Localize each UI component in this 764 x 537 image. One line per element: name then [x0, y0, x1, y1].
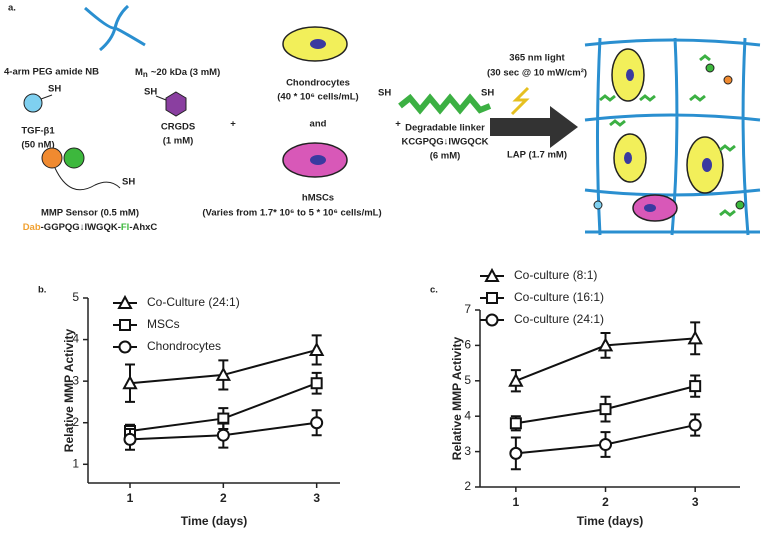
- marker: [308, 341, 325, 356]
- y-tick-label: 1: [72, 456, 79, 470]
- x-tick-label: 2: [220, 491, 227, 505]
- tgf-conc: (50 nM): [21, 140, 54, 151]
- crgds-label: CRGDS: [161, 122, 195, 133]
- marker: [689, 380, 702, 393]
- legend-label: Co-culture (16:1): [514, 290, 604, 304]
- marker: [310, 416, 324, 430]
- peptide: [54, 167, 121, 191]
- legend-label: MSCs: [147, 317, 180, 331]
- mn-label: Mn ~20 kDa (3 mM): [135, 67, 220, 80]
- linker-icon: [398, 93, 492, 115]
- y-tick-label: 5: [464, 373, 471, 387]
- x-tick-label: 3: [692, 495, 699, 509]
- marker: [508, 372, 524, 387]
- y-tick-label: 6: [464, 338, 471, 352]
- tgf-label: TGF-β1: [21, 126, 55, 137]
- quencher-icon: [41, 147, 63, 169]
- seq-part: -GGPQG↓IWGQK-: [41, 222, 121, 233]
- chondro-label: Chondrocytes: [286, 78, 350, 89]
- x-axis-label: Time (days): [577, 514, 643, 528]
- peg-label: 4-arm PEG amide NB: [4, 67, 99, 78]
- x-tick-label: 2: [602, 495, 609, 509]
- marker: [117, 294, 133, 309]
- legend-label: Co-culture (8:1): [514, 268, 597, 282]
- legend-label: Co-Culture (24:1): [147, 295, 240, 309]
- marker: [216, 428, 230, 442]
- y-tick-label: 5: [72, 290, 79, 304]
- sh-label: SH: [481, 88, 494, 99]
- sh-label: SH: [122, 177, 135, 188]
- bond: [40, 94, 53, 100]
- plus: +: [395, 119, 401, 130]
- hmsc-label: hMSCs: [302, 193, 334, 204]
- lap-label: LAP (1.7 mM): [507, 150, 567, 161]
- peg-icon: [84, 4, 146, 52]
- sensor-label: MMP Sensor (0.5 mM): [41, 208, 139, 219]
- panel-label: b.: [38, 285, 46, 296]
- y-tick-label: 3: [72, 373, 79, 387]
- marker: [123, 432, 137, 446]
- seq-part: Dab: [23, 222, 41, 233]
- marker: [688, 418, 702, 432]
- panel-label: c.: [430, 285, 438, 296]
- fluor-icon: [63, 147, 85, 169]
- x-tick-label: 3: [313, 491, 320, 505]
- linker-label: Degradable linker: [405, 123, 485, 134]
- marker: [484, 267, 500, 282]
- sh-label: SH: [378, 88, 391, 99]
- nucleus: [310, 39, 326, 49]
- plus: +: [230, 119, 236, 130]
- light-label: 365 nm light: [509, 53, 565, 64]
- crgds-icon: [165, 91, 187, 117]
- marker: [310, 377, 323, 390]
- crgds-conc: (1 mM): [163, 136, 194, 147]
- marker: [599, 403, 612, 416]
- hydrogel-network: [584, 37, 761, 236]
- y-tick-label: 7: [464, 302, 471, 316]
- light-icon: [510, 86, 530, 116]
- y-tick-label: 2: [464, 479, 471, 493]
- x-tick-label: 1: [513, 495, 520, 509]
- seq-part: -AhxC: [129, 222, 157, 233]
- sh-label: SH: [48, 84, 61, 95]
- marker: [599, 438, 613, 452]
- marker: [486, 292, 498, 304]
- marker: [687, 330, 703, 345]
- and-label: and: [310, 119, 327, 130]
- x-axis-label: Time (days): [181, 514, 247, 528]
- light-cond: (30 sec @ 10 mW/cm²): [487, 68, 587, 79]
- x-tick-label: 1: [127, 491, 134, 505]
- marker: [509, 446, 523, 460]
- marker: [597, 337, 614, 352]
- bond: [155, 95, 167, 101]
- linker-seq: KCGPQG↓IWGQCK: [401, 137, 488, 148]
- sh-label: SH: [144, 87, 157, 98]
- legend-label: Co-culture (24:1): [514, 312, 604, 326]
- marker: [118, 340, 132, 354]
- sensor-seq: Dab-GGPQG↓IWGQK-Fl-AhxC: [23, 222, 158, 233]
- schematic: a. 4-arm PEG amide NB Mn ~20 kDa (3 mM) S…: [4, 3, 761, 236]
- marker: [119, 319, 131, 331]
- panel-label: a.: [8, 3, 16, 14]
- tgf-icon: [23, 93, 43, 113]
- chondro-conc: (40 * 10⁶ cells/mL): [277, 92, 358, 103]
- y-axis-label: Relative MMP Activity: [450, 336, 464, 460]
- nucleus: [310, 155, 326, 165]
- y-tick-label: 4: [72, 332, 79, 346]
- legend-label: Chondrocytes: [147, 339, 221, 353]
- marker: [485, 313, 499, 327]
- y-axis-label: Relative MMP Activity: [62, 328, 76, 452]
- y-tick-label: 2: [72, 415, 79, 429]
- marker: [215, 366, 232, 381]
- y-tick-label: 4: [464, 408, 471, 422]
- linker-conc: (6 mM): [430, 151, 461, 162]
- reaction-arrow: [490, 106, 578, 148]
- hmsc-conc: (Varies from 1.7* 10⁶ to 5 * 10⁶ cells/m…: [202, 208, 381, 219]
- marker: [509, 417, 522, 430]
- y-tick-label: 3: [464, 444, 471, 458]
- seq-part: Fl: [121, 222, 129, 233]
- marker: [122, 375, 138, 390]
